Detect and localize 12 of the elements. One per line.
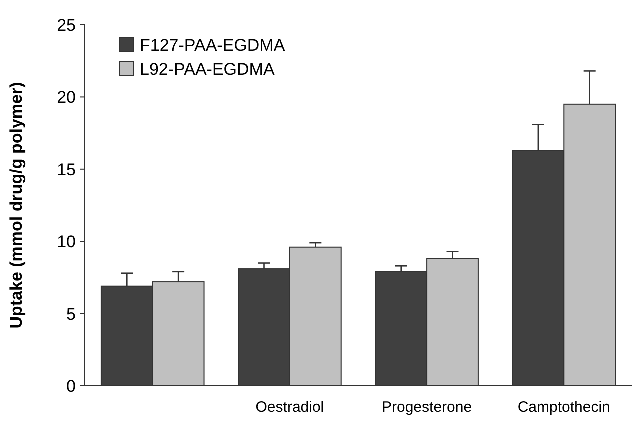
x-tick-label: Camptothecin <box>518 399 610 416</box>
legend-label: F127-PAA-EGDMA <box>140 36 286 55</box>
y-tick-label: 5 <box>66 304 76 324</box>
y-tick-label: 10 <box>57 232 76 252</box>
legend-label: L92-PAA-EGDMA <box>140 60 276 79</box>
y-tick-label: 0 <box>66 376 76 396</box>
y-axis-title: Uptake (mmol drug/g polymer) <box>7 82 26 329</box>
y-tick-label: 20 <box>57 88 76 108</box>
x-tick-label: Progesterone <box>382 399 472 416</box>
y-tick-label: 25 <box>57 16 76 35</box>
y-tick-label: 15 <box>57 160 76 180</box>
x-tick-label: Oestradiol <box>256 399 324 416</box>
